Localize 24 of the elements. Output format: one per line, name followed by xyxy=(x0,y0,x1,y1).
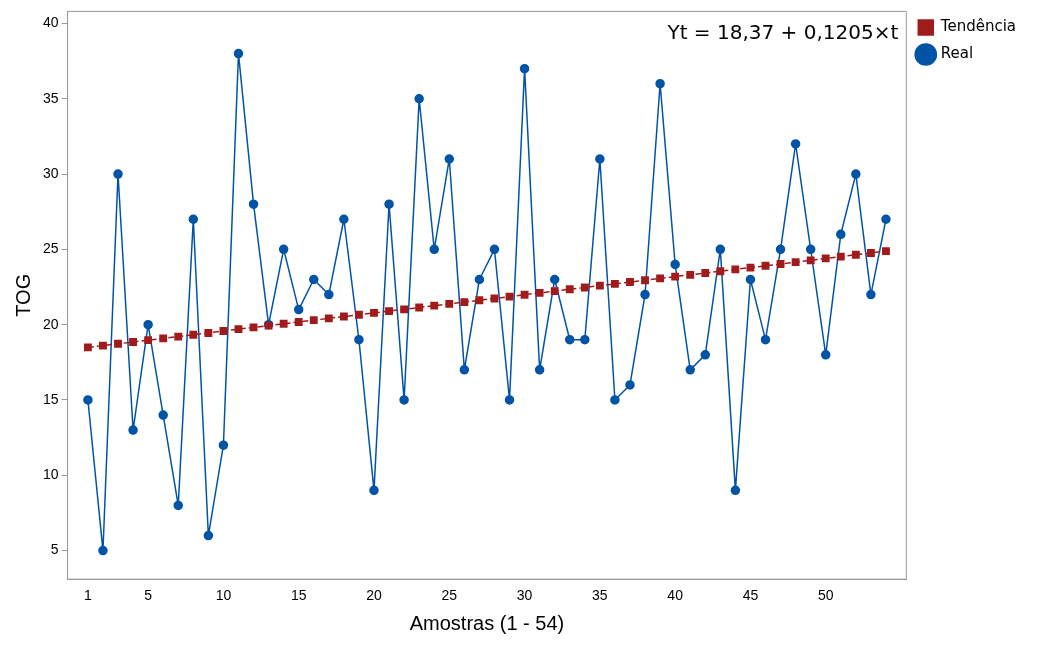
x-tick-label: 45 xyxy=(742,587,759,604)
y-tick-label: 30 xyxy=(42,164,59,181)
y-tick-label: 10 xyxy=(42,466,59,483)
annotation: Yt = 18,37 + 0,1205×t xyxy=(666,19,899,44)
x-tick-label: 10 xyxy=(215,587,232,604)
x-tick-label: 40 xyxy=(667,587,684,604)
y-tick-label: 20 xyxy=(42,315,59,332)
x-tick-label: 35 xyxy=(592,587,608,604)
y-tick-label: 15 xyxy=(42,390,59,407)
x-tick-label: 25 xyxy=(441,587,458,604)
x-tick-label: 5 xyxy=(144,587,153,604)
x-axis-title: Amostras (1 - 54) xyxy=(409,611,565,634)
y-tick-label: 25 xyxy=(42,240,59,257)
legend-label: Real xyxy=(940,44,974,63)
legend-label: Tendência xyxy=(939,17,1017,36)
x-tick-label: 20 xyxy=(366,587,382,604)
y-tick-label: 40 xyxy=(42,14,59,31)
x-tick-label: 50 xyxy=(817,587,834,604)
x-tick-label: 15 xyxy=(290,587,307,604)
y-tick-label: 5 xyxy=(50,541,59,558)
x-tick-label: 1 xyxy=(84,587,92,604)
y-tick-label: 35 xyxy=(42,89,59,106)
y-axis-title: TOG xyxy=(11,273,34,317)
x-tick-label: 30 xyxy=(516,587,533,604)
